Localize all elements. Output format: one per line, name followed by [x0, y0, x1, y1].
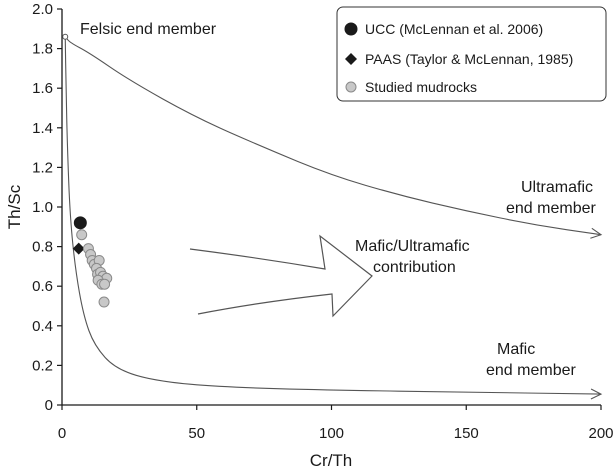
y-tick-label: 1.6 — [32, 80, 53, 97]
mixing-curves — [62, 33, 603, 400]
arrow-label-line2: contribution — [373, 259, 456, 276]
ucc-point — [73, 216, 87, 230]
x-tick-label: 0 — [58, 425, 66, 442]
felsic-end-member-label: Felsic end member — [80, 21, 217, 38]
y-tick-label: 1.4 — [32, 120, 53, 137]
paas-point — [72, 242, 85, 255]
studied-mudrock-point — [76, 229, 88, 241]
data-points — [72, 216, 113, 308]
mixing-curve-arrowhead — [590, 227, 603, 239]
x-ticks: 0 50 100 150 200 — [58, 405, 614, 442]
y-tick-label: 0.4 — [32, 318, 53, 335]
y-tick-label: 2.0 — [32, 1, 53, 18]
ultramafic-label-line2: end member — [506, 200, 596, 217]
legend-box — [336, 6, 607, 102]
legend-mudrocks-label: Studied mudrocks — [365, 79, 477, 95]
mixing-curve-arrowhead — [590, 388, 603, 400]
y-axis-label: Th/Sc — [5, 184, 24, 229]
contribution-arrow — [189, 234, 373, 318]
legend-ucc-label: UCC (McLennan et al. 2006) — [365, 21, 543, 37]
x-tick-label: 150 — [454, 425, 479, 442]
legend-paas-label: PAAS (Taylor & McLennan, 1985) — [365, 51, 573, 67]
y-tick-label: 0.2 — [32, 357, 53, 374]
x-tick-label: 200 — [588, 425, 613, 442]
x-tick-label: 100 — [319, 425, 344, 442]
legend-ucc-marker — [344, 22, 358, 36]
y-tick-label: 1.2 — [32, 159, 53, 176]
y-tick-label: 1.0 — [32, 199, 53, 216]
ultramafic-label-line1: Ultramafic — [521, 179, 593, 196]
y-tick-label: 0.6 — [32, 278, 53, 295]
arrow-label-line1: Mafic/Ultramafic — [355, 238, 470, 255]
legend-paas-marker — [345, 53, 357, 65]
y-tick-label: 1.8 — [32, 41, 53, 58]
y-ticks: 0 0.2 0.4 0.6 0.8 1.0 1.2 1.4 1.6 1.8 2.0 — [32, 1, 62, 414]
mafic-label-line1: Mafic — [497, 341, 535, 358]
legend-mudrocks-marker — [345, 81, 357, 93]
x-axis-label: Cr/Th — [310, 451, 353, 470]
studied-mudrock-point — [98, 296, 110, 308]
mafic-label-line2: end member — [486, 362, 576, 379]
mixing-curve — [64, 36, 602, 236]
y-tick-label: 0.8 — [32, 239, 53, 256]
x-tick-label: 50 — [188, 425, 205, 442]
legend: UCC (McLennan et al. 2006) PAAS (Taylor … — [336, 6, 607, 102]
felsic-end-member-point — [62, 33, 69, 40]
y-tick-label: 0 — [45, 397, 53, 414]
studied-mudrock-point — [99, 278, 111, 290]
mixing-curve — [64, 36, 602, 395]
